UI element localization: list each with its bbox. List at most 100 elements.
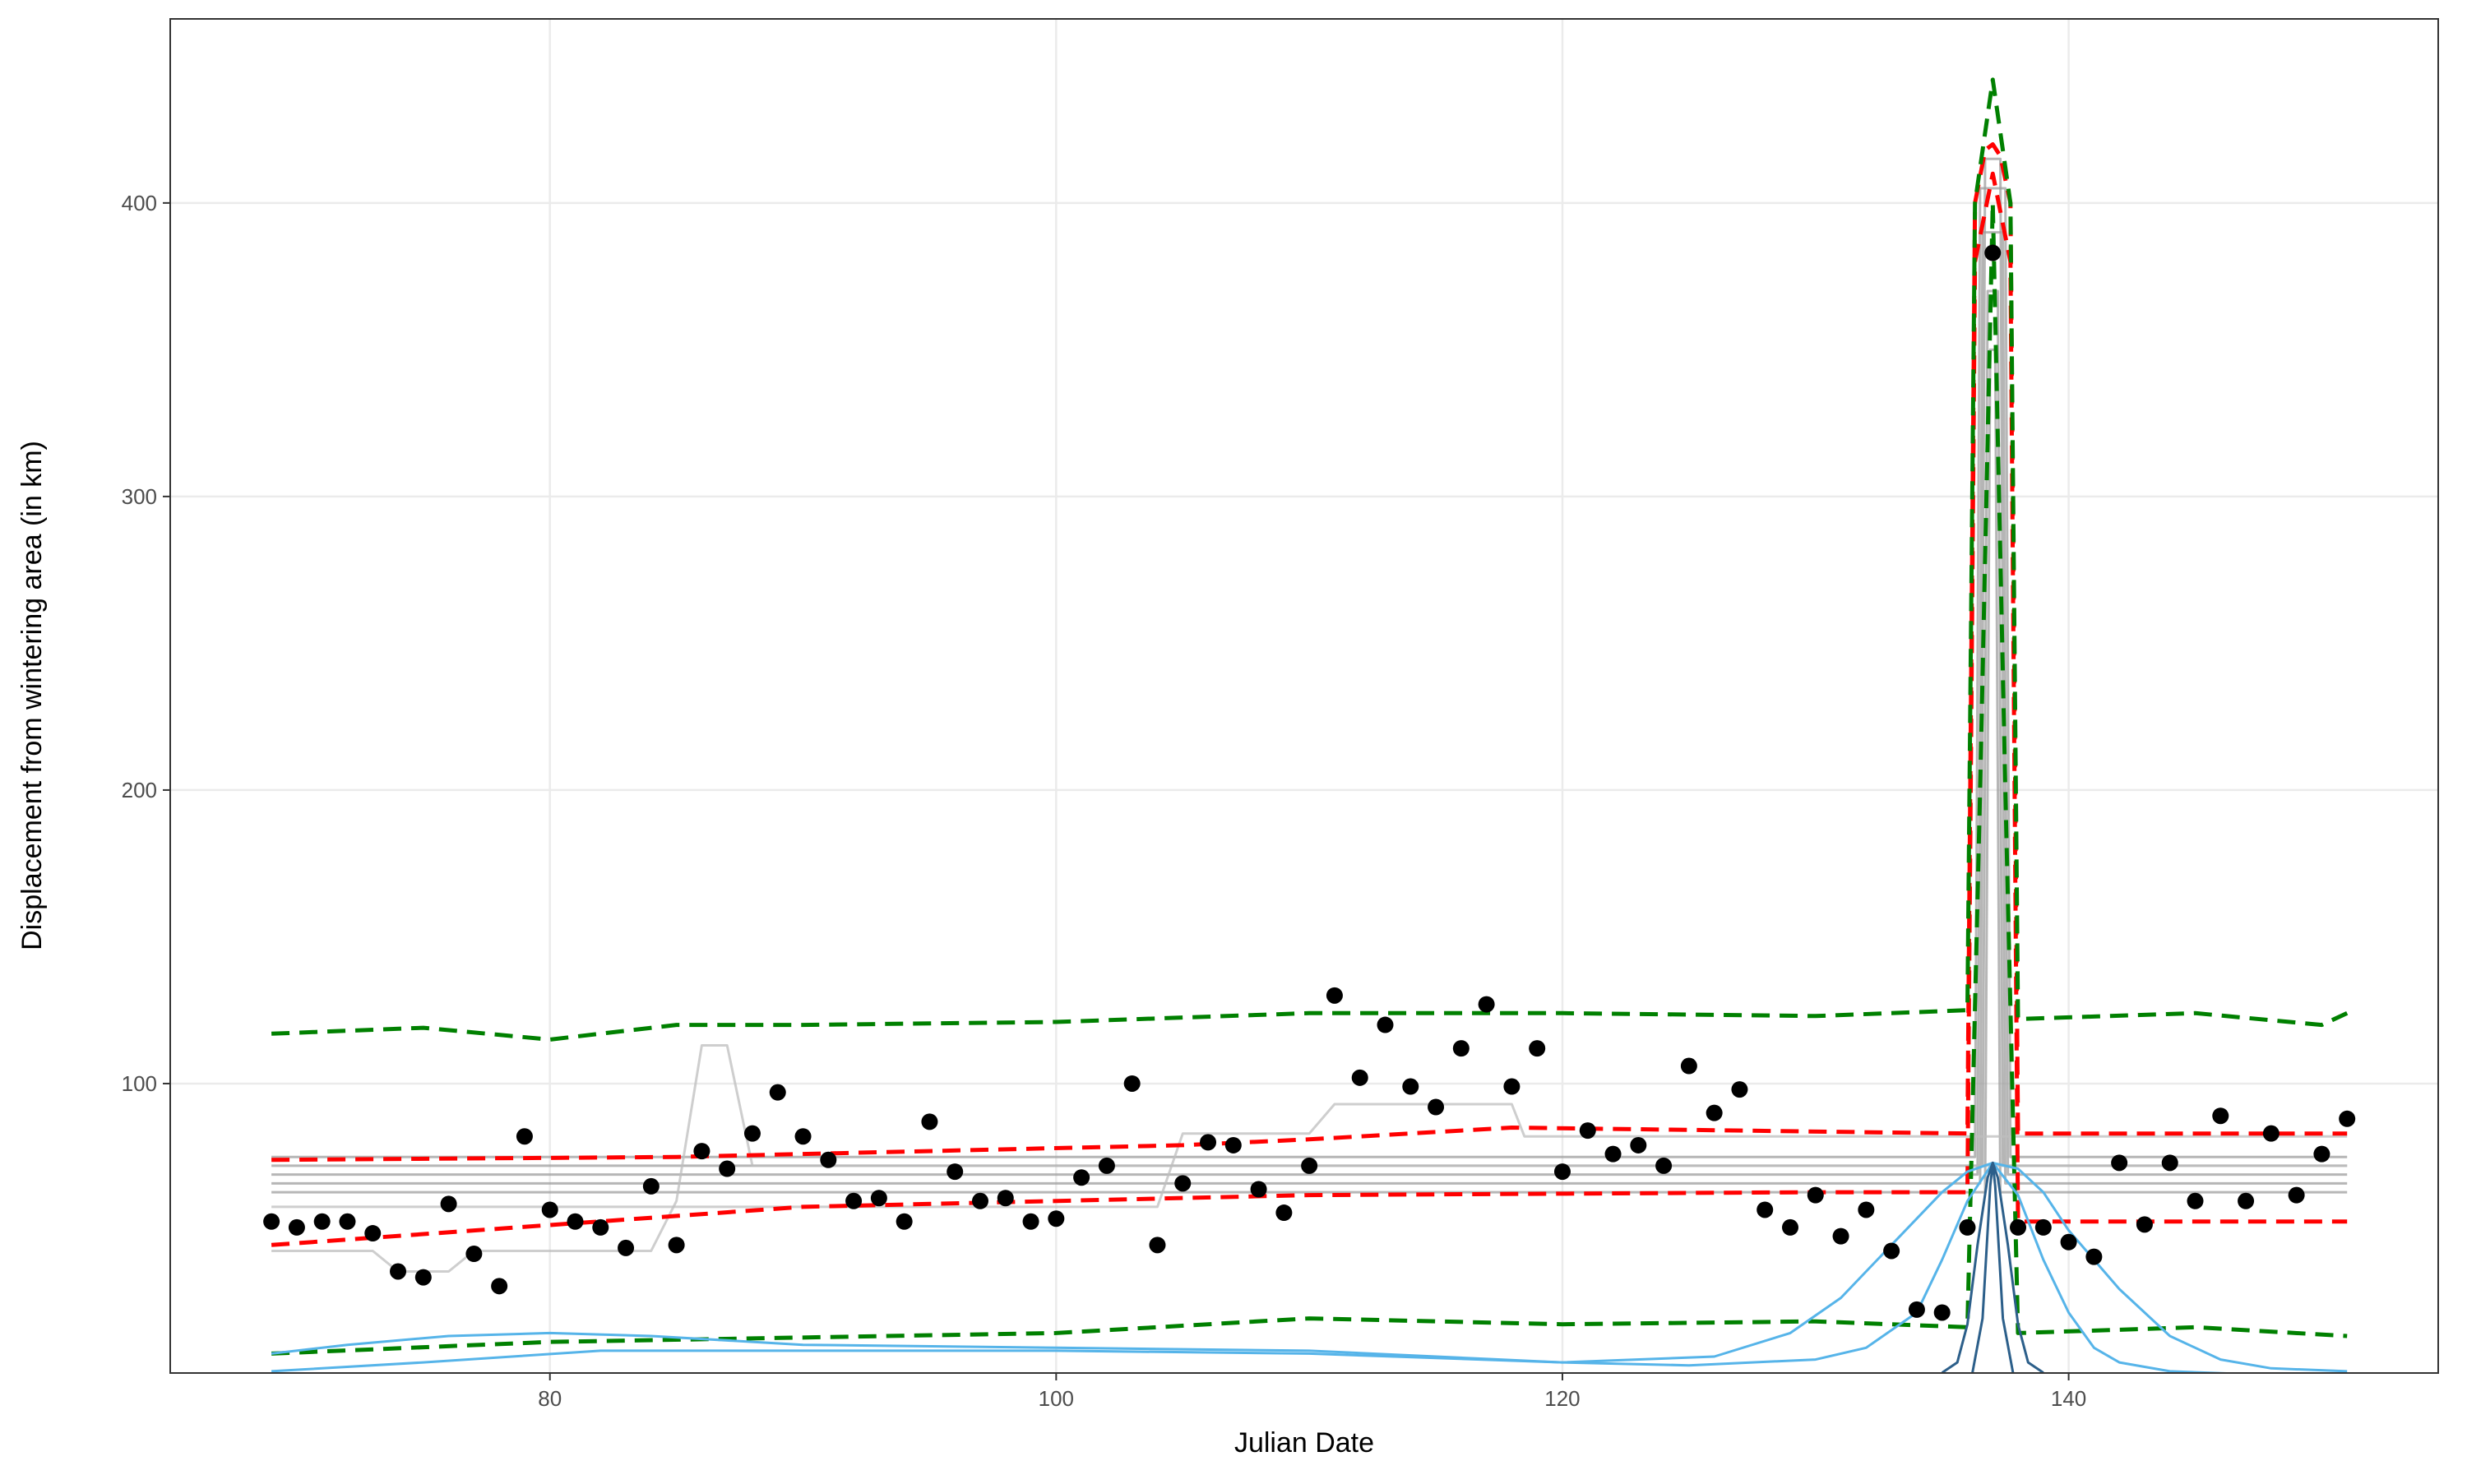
point xyxy=(1123,1075,1141,1092)
point xyxy=(465,1246,483,1263)
point xyxy=(414,1269,432,1286)
point xyxy=(1959,1218,1976,1236)
point xyxy=(1782,1218,1798,1236)
point xyxy=(288,1218,305,1236)
point xyxy=(1579,1122,1596,1140)
point xyxy=(516,1128,533,1145)
line xyxy=(271,157,2348,1185)
line xyxy=(271,1161,2348,1373)
point xyxy=(1604,1145,1622,1163)
point xyxy=(390,1263,407,1280)
point xyxy=(693,1143,710,1160)
line xyxy=(271,1103,2348,1209)
point xyxy=(972,1192,988,1209)
point xyxy=(1250,1181,1267,1198)
line xyxy=(271,1161,2348,1373)
point xyxy=(567,1213,584,1230)
line xyxy=(271,187,2348,1158)
point xyxy=(364,1225,382,1242)
line xyxy=(271,201,2348,1356)
point xyxy=(1680,1057,1697,1075)
point xyxy=(1098,1157,1115,1174)
point xyxy=(2262,1125,2280,1142)
point xyxy=(1832,1227,1849,1245)
point xyxy=(1908,1301,1925,1318)
line xyxy=(271,1044,2348,1273)
point xyxy=(921,1113,938,1130)
point xyxy=(440,1195,457,1213)
point xyxy=(997,1190,1014,1207)
point xyxy=(1731,1081,1748,1098)
point xyxy=(719,1160,736,1177)
line xyxy=(271,77,2349,1042)
point xyxy=(1224,1136,1242,1153)
x-tick-label: 120 xyxy=(1544,1386,1580,1411)
line xyxy=(271,171,2348,1247)
point xyxy=(263,1213,280,1230)
point xyxy=(1503,1078,1520,1095)
plot-area xyxy=(263,77,2356,1373)
point xyxy=(1706,1104,1723,1121)
point xyxy=(1655,1157,1673,1174)
x-tick-label: 100 xyxy=(1039,1386,1074,1411)
point xyxy=(1301,1157,1318,1174)
point xyxy=(2212,1107,2229,1125)
point xyxy=(1174,1175,1192,1192)
point xyxy=(1048,1210,1065,1227)
point xyxy=(845,1192,863,1209)
point xyxy=(339,1213,356,1230)
point xyxy=(1553,1163,1571,1181)
y-tick-label: 400 xyxy=(122,191,157,215)
point xyxy=(794,1128,812,1145)
point xyxy=(1377,1016,1394,1033)
point xyxy=(2034,1218,2052,1236)
point xyxy=(668,1237,685,1254)
point xyxy=(2010,1218,2027,1236)
point xyxy=(947,1163,964,1181)
point xyxy=(820,1151,837,1168)
y-axis-title: Displacement from wintering area (in km) xyxy=(16,441,48,950)
y-tick-label: 100 xyxy=(122,1071,157,1096)
panel-background xyxy=(170,19,2438,1373)
point xyxy=(2339,1110,2356,1127)
x-tick-label: 80 xyxy=(538,1386,562,1411)
point xyxy=(1883,1242,1900,1260)
point xyxy=(870,1190,887,1207)
point xyxy=(1149,1237,1166,1254)
axes: 100 200 300 400 80 100 120 140 xyxy=(122,191,2087,1411)
point xyxy=(769,1084,786,1101)
x-axis-title: Julian Date xyxy=(1234,1427,1374,1459)
point xyxy=(896,1213,913,1230)
point xyxy=(2060,1233,2077,1251)
point xyxy=(2187,1192,2204,1209)
point xyxy=(1073,1169,1090,1186)
panel-border xyxy=(169,18,2439,1374)
point xyxy=(1529,1040,1546,1057)
point xyxy=(1858,1201,1875,1218)
point xyxy=(1326,987,1343,1004)
point xyxy=(1428,1098,1445,1116)
point xyxy=(1022,1213,1039,1230)
line xyxy=(1971,1161,2015,1373)
point xyxy=(2161,1154,2178,1172)
point xyxy=(2288,1186,2305,1204)
point xyxy=(1200,1134,1217,1151)
point xyxy=(1478,996,1495,1013)
point xyxy=(1275,1204,1293,1222)
point xyxy=(592,1218,609,1236)
point xyxy=(2085,1248,2103,1265)
point xyxy=(1452,1040,1470,1057)
point xyxy=(313,1213,331,1230)
point xyxy=(1933,1304,1951,1321)
point xyxy=(2313,1145,2330,1163)
point xyxy=(1630,1136,1647,1153)
point xyxy=(1351,1069,1368,1086)
x-tick-label: 140 xyxy=(2051,1386,2086,1411)
point xyxy=(2111,1154,2128,1172)
y-tick-label: 200 xyxy=(122,778,157,802)
point xyxy=(743,1125,761,1142)
point xyxy=(618,1239,635,1256)
grid xyxy=(170,19,2438,1373)
y-tick-label: 300 xyxy=(122,484,157,509)
